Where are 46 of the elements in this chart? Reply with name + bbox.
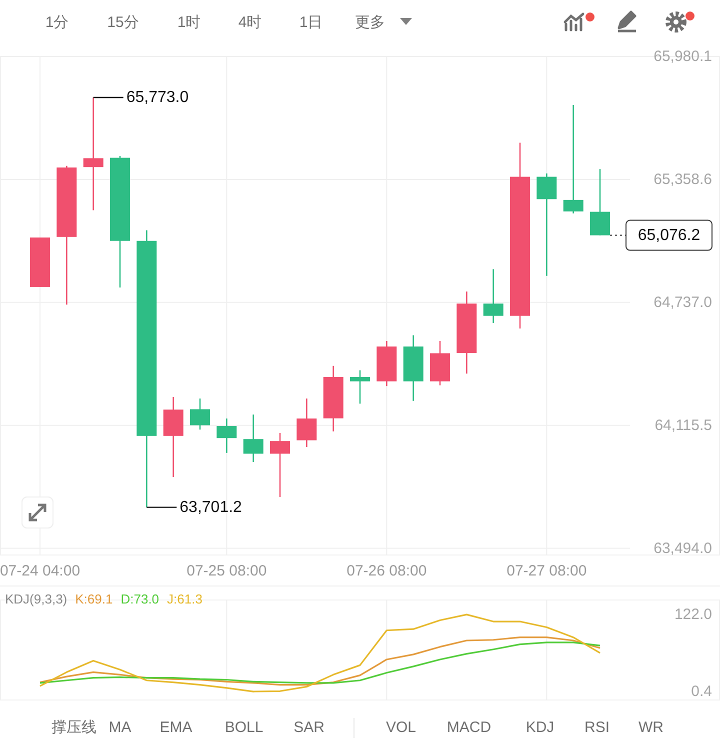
y-tick-label: 0.4	[691, 683, 712, 700]
x-tick-label: 07-26 08:00	[346, 562, 427, 580]
text: 4时	[238, 14, 262, 31]
candlestick	[270, 432, 290, 498]
text: 1分	[45, 14, 69, 31]
candlestick	[563, 104, 584, 214]
text: 撑压线	[52, 719, 96, 736]
text: KDJ	[526, 719, 554, 736]
text: MA	[108, 719, 132, 736]
legend-title: KDJ(9,3,3)	[5, 592, 68, 606]
text: J:61.3	[167, 592, 202, 606]
text: EMA	[160, 719, 192, 736]
candlestick	[590, 168, 610, 236]
annotation: 65,773.0	[126, 88, 189, 106]
y-tick-label: 122.0	[674, 606, 712, 624]
candlestick	[483, 268, 504, 324]
x-tick-label: 07-25 08:00	[186, 562, 267, 580]
text: 15分	[107, 14, 139, 31]
y-tick-label: 65,358.6	[654, 170, 712, 188]
candlestick	[216, 418, 237, 454]
text: SAR	[294, 719, 325, 736]
text: BOLL	[224, 719, 264, 736]
text: 1日	[299, 14, 323, 31]
text: WR	[638, 719, 664, 736]
candlestick	[190, 398, 210, 430]
text: RSI	[584, 719, 610, 736]
candlestick	[536, 172, 557, 277]
y-tick-label: 63,494.0	[654, 540, 712, 557]
text: 更多	[355, 14, 385, 31]
text: D:73.0	[120, 592, 160, 606]
text: K:69.1	[75, 592, 113, 606]
text: 1时	[177, 14, 201, 31]
text: MACD	[446, 719, 492, 736]
ref-line-label: 65,076.2	[638, 226, 700, 244]
x-tick-label: 07-27 08:00	[506, 562, 587, 580]
text: VOL	[386, 719, 416, 736]
candlestick	[350, 370, 370, 404]
candlestick	[83, 96, 104, 211]
x-tick-label: 07-24 04:00	[0, 562, 80, 580]
y-tick-label: 64,737.0	[654, 294, 712, 311]
line-series	[39, 614, 601, 692]
candlestick	[243, 414, 264, 463]
y-tick-label: 65,980.1	[654, 48, 712, 65]
y-tick-label: 64,115.5	[654, 416, 712, 434]
candlestick	[296, 398, 317, 448]
annotation: 63,701.2	[180, 498, 242, 516]
